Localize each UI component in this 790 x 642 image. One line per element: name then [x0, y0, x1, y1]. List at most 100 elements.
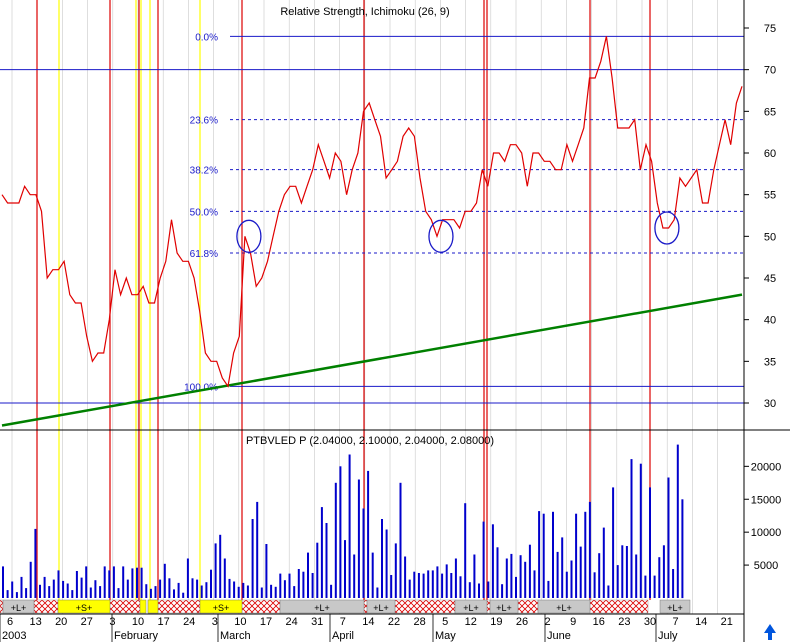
volume-bar — [117, 588, 120, 598]
volume-bar — [487, 581, 490, 598]
volume-bar — [468, 582, 471, 598]
volume-bar — [464, 503, 467, 598]
day-tick-label: 9 — [570, 616, 576, 628]
volume-bar — [94, 580, 97, 598]
fib-level-label: 61.8% — [190, 249, 218, 260]
volume-bar — [149, 588, 152, 598]
volume-bar — [394, 543, 397, 598]
volume-bar — [390, 575, 393, 598]
volume-bar — [293, 586, 296, 598]
volume-bar — [524, 561, 527, 598]
signal-band-label: +L+ — [667, 603, 683, 613]
day-tick-label: 19 — [490, 616, 502, 628]
signal-band-label: +L+ — [11, 603, 27, 613]
volume-bar — [233, 581, 236, 598]
month-label: 2003 — [2, 630, 26, 642]
volume-bar — [163, 563, 166, 598]
volume-bar — [112, 566, 115, 598]
volume-chart-title: PTBVLED P (2.04000, 2.10000, 2.04000, 2.… — [246, 435, 494, 447]
signal-band-label: +S+ — [213, 603, 230, 613]
volume-bar — [561, 537, 564, 598]
volume-bar — [339, 466, 342, 598]
volume-bar — [140, 567, 143, 598]
scroll-up-arrow-icon[interactable] — [764, 624, 776, 640]
volume-bar — [376, 587, 379, 598]
volume-bar — [214, 543, 217, 598]
volume-bar — [6, 590, 9, 598]
volume-bar — [528, 544, 531, 598]
day-tick-label: 10 — [132, 616, 144, 628]
volume-bar — [413, 571, 416, 598]
volume-bar — [584, 511, 587, 598]
volume-bar — [43, 576, 46, 598]
volume-bar — [491, 524, 494, 598]
month-label: April — [332, 630, 354, 642]
price-tick-label: 70 — [764, 65, 776, 77]
signal-band-small-box — [139, 599, 147, 614]
volume-bar — [325, 523, 328, 598]
price-tick-label: 50 — [764, 231, 776, 243]
volume-bar — [330, 584, 333, 598]
volume-tick-label: 20000 — [751, 461, 782, 473]
volume-bar — [274, 586, 277, 598]
volume-bar — [173, 589, 175, 598]
volume-bar — [52, 579, 55, 598]
signal-band-hatch — [109, 599, 141, 614]
volume-bar — [200, 585, 203, 598]
volume-bar — [265, 544, 268, 598]
volume-bar — [191, 578, 194, 599]
signal-band-label: +S+ — [76, 603, 93, 613]
volume-bar — [131, 568, 134, 598]
volume-bar — [454, 558, 457, 598]
volume-bar — [533, 570, 536, 598]
day-tick-label: 12 — [465, 616, 477, 628]
volume-bar — [385, 529, 388, 598]
volume-bar — [658, 557, 661, 598]
volume-bar — [311, 573, 314, 598]
volume-bar — [450, 573, 453, 598]
volume-bar — [607, 585, 610, 598]
volume-bar — [136, 567, 138, 598]
volume-bar — [588, 501, 591, 598]
volume-bar — [242, 582, 245, 598]
volume-bar — [649, 487, 651, 598]
day-tick-label: 17 — [260, 616, 272, 628]
volume-bar — [510, 553, 513, 598]
price-tick-label: 60 — [764, 148, 776, 160]
volume-bar — [2, 566, 4, 598]
volume-bar — [417, 573, 420, 598]
day-tick-label: 14 — [695, 616, 707, 628]
day-tick-label: 23 — [618, 616, 630, 628]
volume-bar — [367, 470, 370, 598]
volume-bar — [579, 546, 582, 598]
volume-bar — [256, 501, 259, 598]
signal-band-box — [279, 599, 365, 614]
day-tick-label: 2 — [545, 616, 551, 628]
volume-bar — [297, 569, 300, 598]
volume-bar — [473, 554, 476, 598]
day-tick-label: 14 — [362, 616, 374, 628]
volume-bar — [71, 590, 74, 598]
volume-bar — [427, 570, 430, 598]
fib-level-label: 0.0% — [195, 32, 218, 43]
volume-bar — [542, 513, 545, 598]
volume-bar — [20, 576, 23, 598]
fib-level-label: 100.0% — [184, 382, 218, 393]
volume-bar — [288, 573, 291, 598]
day-tick-label: 24 — [183, 616, 195, 628]
day-tick-label: 27 — [81, 616, 93, 628]
fib-level-label: 23.6% — [190, 116, 218, 127]
volume-bar — [260, 587, 263, 598]
volume-bar — [223, 558, 226, 598]
volume-bar — [353, 554, 356, 598]
day-tick-label: 3 — [212, 616, 218, 628]
volume-bar — [154, 586, 157, 598]
volume-bar — [108, 570, 111, 598]
volume-bar — [371, 552, 374, 598]
volume-bar — [196, 579, 199, 598]
price-tick-label: 65 — [764, 106, 776, 118]
volume-bar — [85, 566, 88, 598]
signal-band-hatch — [241, 599, 281, 614]
volume-bar — [357, 479, 360, 598]
